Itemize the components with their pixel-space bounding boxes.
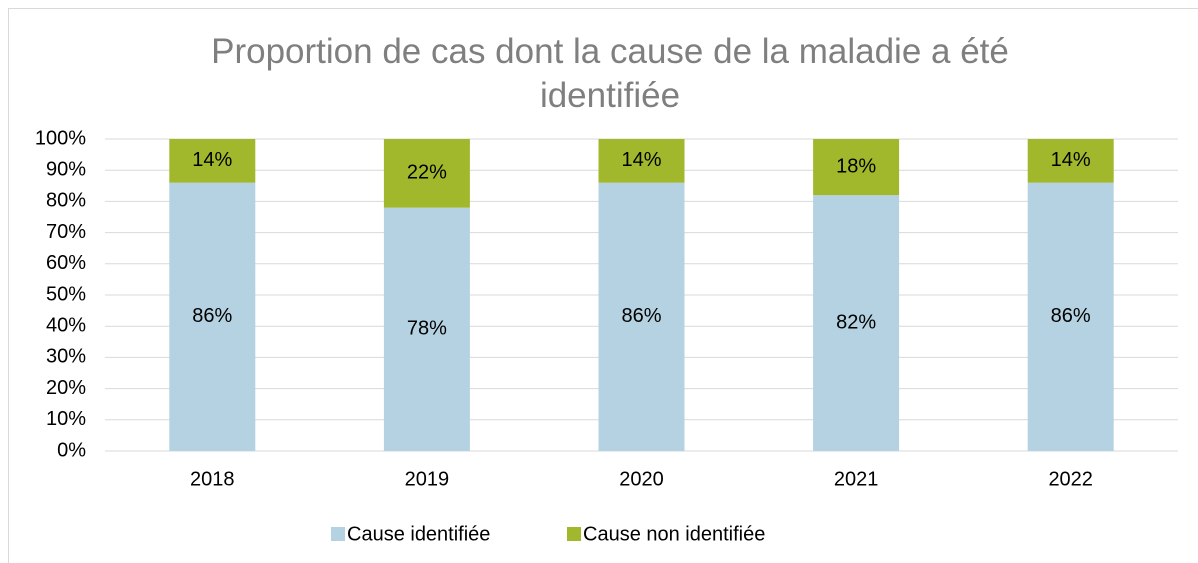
bar-segment <box>169 182 256 451</box>
x-tick-label: 2021 <box>834 468 879 490</box>
chart-title: Proportion de cas dont la cause de la ma… <box>211 32 1009 115</box>
legend-swatch <box>331 527 345 541</box>
legend-label: Cause non identifiée <box>583 523 765 545</box>
y-tick-label: 20% <box>46 377 86 399</box>
data-label: 18% <box>836 155 876 177</box>
x-tick-label: 2020 <box>619 468 664 490</box>
data-label: 14% <box>192 149 232 171</box>
bar-segment <box>1027 139 1114 183</box>
data-label: 86% <box>1051 305 1091 327</box>
legend-label: Cause identifiée <box>347 523 490 545</box>
y-tick-label: 10% <box>46 408 86 430</box>
x-tick-label: 2019 <box>405 468 450 490</box>
bar-segment <box>1027 182 1114 451</box>
data-label: 14% <box>1051 149 1091 171</box>
y-tick-label: 60% <box>46 252 86 274</box>
bar-segment <box>169 139 256 183</box>
bar-segment <box>598 139 685 183</box>
y-tick-label: 40% <box>46 314 86 336</box>
data-label: 78% <box>407 318 447 340</box>
y-tick-label: 30% <box>46 346 86 368</box>
bar-segment <box>598 182 685 451</box>
bar-segment <box>813 139 900 196</box>
data-label: 14% <box>621 149 661 171</box>
y-tick-label: 90% <box>46 158 86 180</box>
data-label: 82% <box>836 311 876 333</box>
legend-swatch <box>567 527 581 541</box>
bar-segment <box>813 195 900 451</box>
data-label: 86% <box>621 305 661 327</box>
data-label: 22% <box>407 162 447 184</box>
x-tick-label: 2022 <box>1048 468 1093 490</box>
y-tick-label: 80% <box>46 190 86 212</box>
y-tick-label: 100% <box>35 127 86 149</box>
y-tick-label: 50% <box>46 283 86 305</box>
bar-segment <box>383 139 470 208</box>
y-tick-label: 0% <box>57 439 86 461</box>
y-tick-label: 70% <box>46 221 86 243</box>
bar-segment <box>383 207 470 451</box>
x-tick-label: 2018 <box>190 468 235 490</box>
chart-border <box>8 8 1198 563</box>
data-label: 86% <box>192 305 232 327</box>
